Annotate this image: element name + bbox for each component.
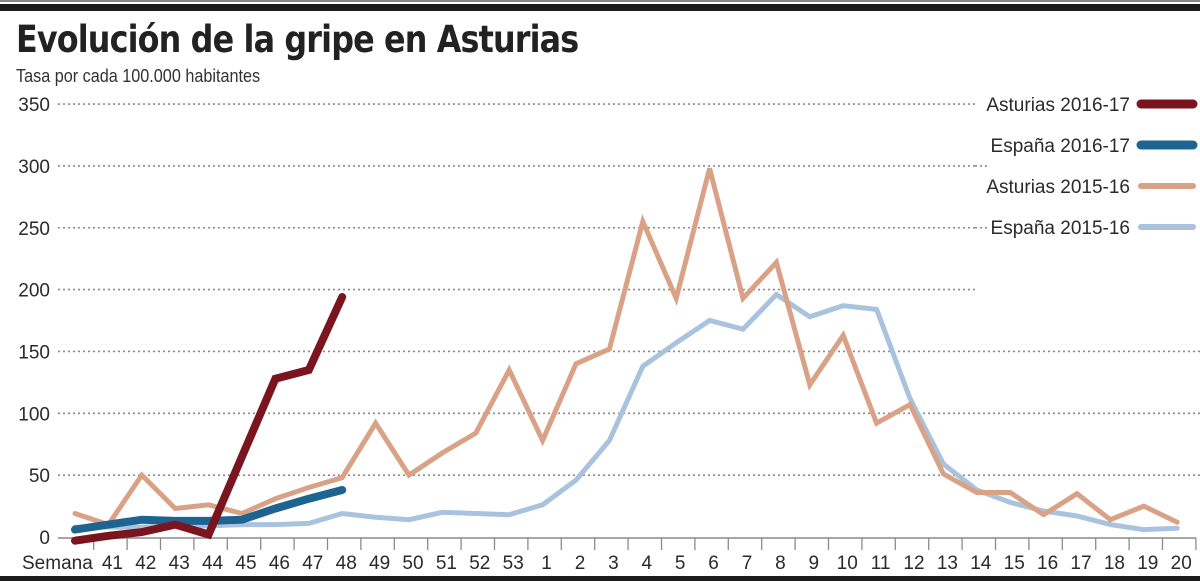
x-tick-label: 17	[1070, 553, 1091, 574]
x-tick-label: 45	[235, 553, 256, 574]
x-tick-label: 18	[1104, 553, 1125, 574]
y-tick-label: 200	[18, 281, 50, 302]
x-tick-label: 20	[1171, 553, 1192, 574]
x-tick-label: 10	[837, 553, 858, 574]
top-rule-thick	[0, 4, 1200, 11]
x-tick-label: 50	[402, 553, 423, 574]
x-tick-label: 5	[675, 553, 686, 574]
y-tick-label: 100	[18, 404, 50, 425]
x-tick-label: 47	[302, 553, 323, 574]
x-tick-label: 2	[575, 553, 586, 574]
x-axis: Semana 41 42 43 44 45 46 47 48 49 50 51 52 53 1 2 3 4 5 6 7 8…	[22, 537, 1197, 574]
x-tick-label: 14	[970, 553, 992, 574]
x-tick-label: 48	[336, 553, 357, 574]
x-tick-label: 13	[937, 553, 958, 574]
series-asturias-2015-16	[72, 167, 1180, 528]
x-tick-label: 12	[903, 553, 924, 574]
legend-label: Asturias 2016-17	[986, 95, 1130, 116]
x-tick-label: 42	[135, 553, 156, 574]
legend-label: Asturias 2015-16	[986, 177, 1130, 198]
y-axis: 0 50 100 150 200 250 300 350	[18, 95, 50, 549]
x-tick-label: 52	[469, 553, 490, 574]
x-tick-label: 46	[269, 553, 290, 574]
chart-title: Evolución de la gripe en Asturias	[16, 18, 579, 61]
x-axis-title: Semana	[22, 553, 93, 574]
y-tick-label: 0	[39, 528, 50, 549]
y-tick-label: 300	[18, 157, 50, 178]
x-tick-label: 9	[809, 553, 820, 574]
x-tick-label: 3	[608, 553, 619, 574]
series-espa-a-2015-16	[72, 291, 1180, 533]
x-tick-label: 8	[775, 553, 786, 574]
series-espa-a-2016-17	[71, 486, 347, 534]
x-tick-label: 41	[102, 553, 123, 574]
y-tick-label: 150	[18, 342, 50, 363]
x-tick-label: 16	[1037, 553, 1058, 574]
y-tick-label: 350	[18, 95, 50, 116]
legend-label: España 2016-17	[991, 136, 1130, 157]
y-tick-label: 50	[29, 466, 50, 487]
x-tick-label: 44	[202, 553, 224, 574]
top-rule-thin	[0, 0, 1200, 2]
x-tick-label: 11	[871, 553, 891, 574]
series-lines	[71, 167, 1180, 545]
legend: Asturias 2016-17 España 2016-17 Asturias 2…	[986, 95, 1198, 239]
series-asturias-2016-17	[71, 293, 347, 545]
chart-subtitle: Tasa por cada 100.000 habitantes	[16, 66, 261, 86]
x-tick-label: 43	[169, 553, 190, 574]
x-tick-label: 15	[1004, 553, 1025, 574]
x-tick-label: 51	[436, 553, 457, 574]
x-tick-label: 49	[369, 553, 390, 574]
y-tick-label: 250	[18, 219, 50, 240]
bottom-rule	[0, 576, 1200, 581]
gridlines	[58, 103, 1200, 476]
x-tick-label: 6	[708, 553, 719, 574]
x-tick-label: 7	[742, 553, 753, 574]
x-tick-label: 19	[1137, 553, 1158, 574]
x-tick-label: 4	[642, 553, 653, 574]
legend-label: España 2015-16	[991, 218, 1130, 239]
x-tick-label: 1	[541, 553, 552, 574]
x-tick-label: 53	[503, 553, 524, 574]
